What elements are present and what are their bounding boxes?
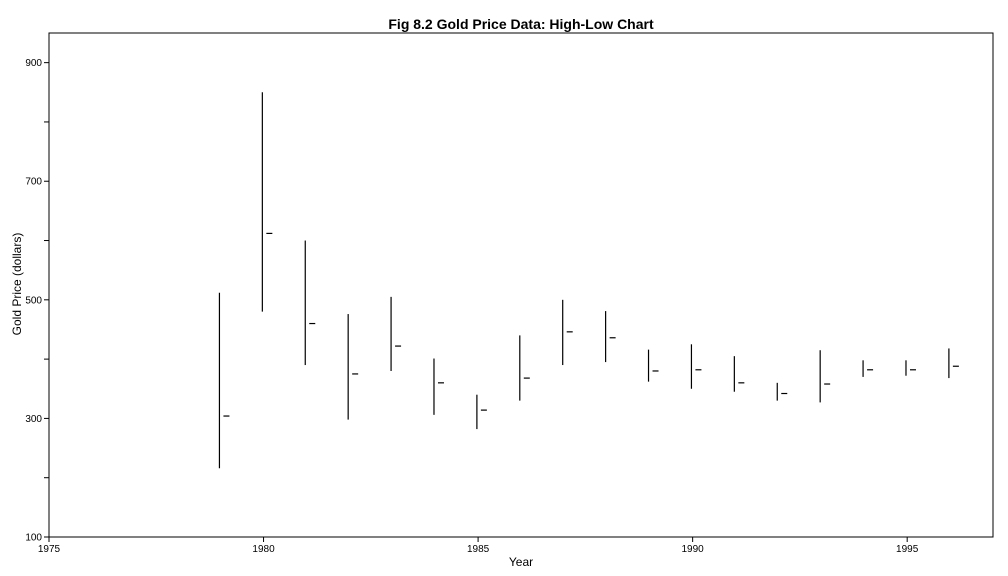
y-tick-label: 500: [25, 295, 42, 306]
chart-title: Fig 8.2 Gold Price Data: High-Low Chart: [388, 16, 654, 32]
y-tick-label: 900: [25, 58, 42, 69]
y-tick-label: 700: [25, 177, 42, 188]
y-axis: 100 300 500 700 900: [25, 58, 49, 544]
x-tick-label: 1975: [38, 544, 61, 555]
plot-frame: [48, 32, 994, 538]
x-axis-label: Year: [509, 555, 533, 569]
x-tick-label: 1980: [252, 544, 275, 555]
y-tick-label: 300: [25, 414, 42, 425]
y-axis-label: Gold Price (dollars): [10, 233, 24, 336]
y-tick-label: 100: [25, 533, 42, 544]
x-tick-label: 1990: [682, 544, 705, 555]
x-axis: 1975 1980 1985 1990 1995: [38, 537, 919, 555]
x-tick-label: 1985: [467, 544, 490, 555]
high-low-series: [218, 92, 959, 469]
x-tick-label: 1995: [896, 544, 919, 555]
